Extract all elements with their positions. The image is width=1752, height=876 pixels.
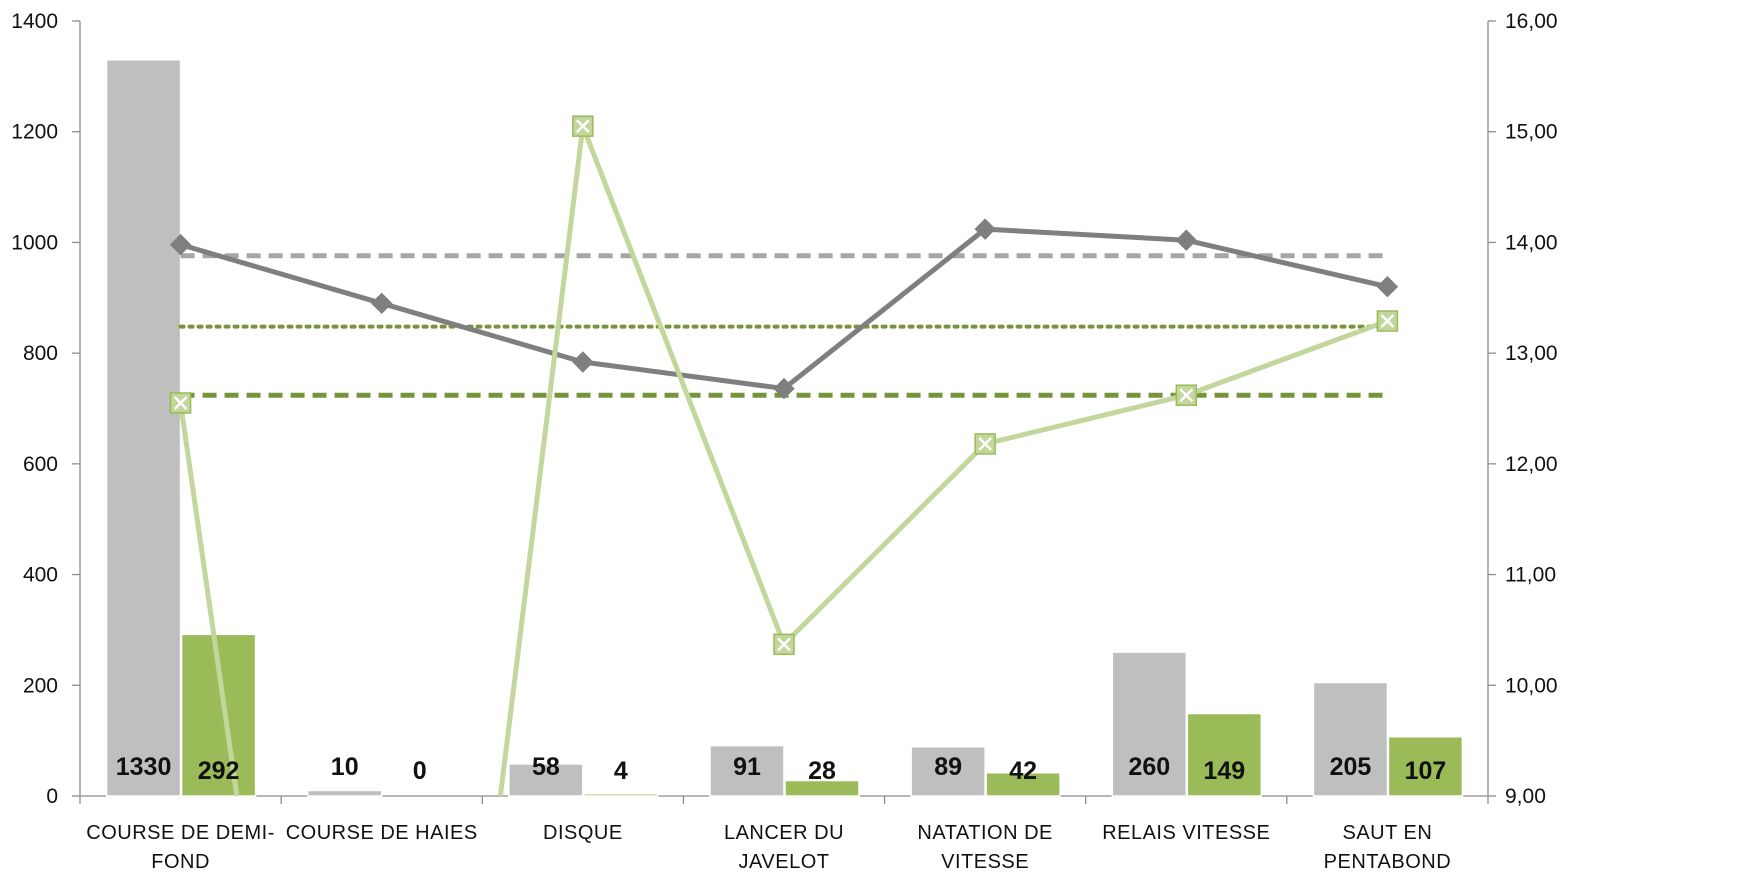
bar-series-1-value-label: 10 (331, 753, 359, 781)
bar-series-1-bar (306, 789, 383, 797)
y-left-tick-label: 0 (46, 785, 58, 808)
bar-series-2-bar (583, 793, 659, 797)
line-series-1-marker (1376, 276, 1399, 298)
x-category-label: COURSE DE DEMI- FOND (86, 822, 275, 873)
line-series-2-marker (572, 115, 594, 137)
bar-series-1-value-label: 260 (1128, 753, 1170, 781)
x-category-label-line: LANCER DU (724, 822, 844, 844)
y-right-tick-label: 9,00 (1505, 785, 1546, 808)
marker-cross (978, 437, 993, 451)
marker-cross (1380, 314, 1395, 328)
x-category-label: DISQUE (543, 822, 623, 844)
y-left-tick-label: 600 (23, 453, 58, 476)
line-series (169, 115, 1399, 797)
line-series-2-path (178, 123, 1389, 797)
line-series-2-marker (1376, 310, 1399, 332)
line-series-2-marker (773, 633, 795, 656)
marker-cross (777, 637, 791, 652)
bar-series-1-value-label: 58 (532, 753, 560, 781)
x-category-label: SAUT EN PENTABOND (1324, 822, 1451, 873)
x-category-label-line: FOND (151, 851, 210, 873)
bar-series-2-value-label: 0 (413, 757, 427, 785)
line-series-1-marker (572, 351, 594, 373)
line-series-1-path (179, 226, 1388, 392)
line-series-1-marker (974, 218, 996, 240)
x-category-label-line: RELAIS VITESSE (1102, 822, 1270, 844)
x-category-label-line: VITESSE (941, 851, 1029, 873)
bar-series-1-value-label: 91 (733, 753, 761, 781)
axes: 0 200 400 600 800 1000 1200 1400 9,00 10,00 11,00 1… (11, 10, 1557, 873)
bar-series-2-value-label: 292 (198, 757, 240, 785)
bar-series-1-bar (105, 59, 182, 797)
x-category-label-line: COURSE DE HAIES (286, 822, 478, 844)
bar-series-2-bar (784, 779, 860, 797)
data-labels: 1330 10 58 91 89 260 205 292 0 4 28 42 149 107 (116, 753, 1447, 785)
bar-series-1-value-label: 89 (934, 753, 962, 781)
bar-series-2-bar (1387, 736, 1464, 797)
bar-series (105, 59, 1464, 797)
bar-series-1-bar (508, 763, 584, 797)
line-series-1-marker (169, 233, 192, 256)
x-category-label-line: SAUT EN (1343, 822, 1433, 844)
marker-cross (173, 396, 188, 410)
y-left-tick-label: 800 (23, 342, 58, 365)
y-right-tick-label: 12,00 (1505, 453, 1558, 476)
x-category-label-line: PENTABOND (1324, 851, 1451, 873)
x-category-label-line: JAVELOT (739, 851, 830, 873)
y-right-tick-label: 10,00 (1505, 674, 1558, 697)
bar-series-2-value-label: 149 (1203, 757, 1245, 785)
y-left-tick-label: 1000 (11, 231, 58, 254)
bar-series-1-bar (1312, 681, 1389, 797)
x-category-label: NATATION DE VITESSE (917, 822, 1053, 873)
bar-series-2-bar (1186, 712, 1263, 797)
bar-series-1-value-label: 1330 (116, 753, 172, 781)
x-category-label-line: NATATION DE (917, 822, 1053, 844)
bar-series-1-bar (1111, 651, 1188, 797)
bar-series-1-value-label: 205 (1330, 753, 1372, 781)
bar-series-1-bar (709, 744, 785, 797)
y-left-tick-label: 1200 (11, 121, 58, 144)
y-right-tick-label: 16,00 (1505, 10, 1558, 33)
marker-cross (1179, 388, 1194, 403)
line-series-1-marker (371, 292, 393, 315)
bar-series-2-value-label: 42 (1009, 757, 1037, 785)
line-series-2-marker (974, 433, 996, 455)
bar-series-2-value-label: 28 (808, 757, 836, 785)
y-right-tick-label: 13,00 (1505, 342, 1558, 365)
y-right-tick-label: 15,00 (1505, 121, 1558, 144)
bar-series-2-value-label: 4 (614, 757, 628, 785)
x-category-label-line: COURSE DE DEMI- (86, 822, 275, 844)
line-series-2-marker (1175, 384, 1198, 406)
y-left-tick-label: 200 (23, 674, 58, 697)
x-category-label-line: DISQUE (543, 822, 623, 844)
y-right-tick-label: 14,00 (1505, 231, 1558, 254)
y-left-tick-label: 400 (23, 564, 58, 587)
x-category-label: LANCER DU JAVELOT (724, 822, 844, 873)
bar-series-2-bar (985, 772, 1061, 797)
x-category-label: RELAIS VITESSE (1102, 822, 1270, 844)
reference-lines (178, 253, 1390, 398)
y-left-tick-label: 1400 (11, 10, 58, 33)
bar-series-1-bar (910, 745, 986, 797)
bar-series-2-value-label: 107 (1405, 757, 1447, 785)
line-series-1-marker (773, 377, 795, 400)
y-right-tick-label: 11,00 (1505, 564, 1556, 587)
x-category-label: COURSE DE HAIES (286, 822, 478, 844)
marker-cross (575, 119, 590, 134)
line-series-1-marker (1175, 229, 1197, 251)
line-series-2-marker (169, 392, 192, 414)
